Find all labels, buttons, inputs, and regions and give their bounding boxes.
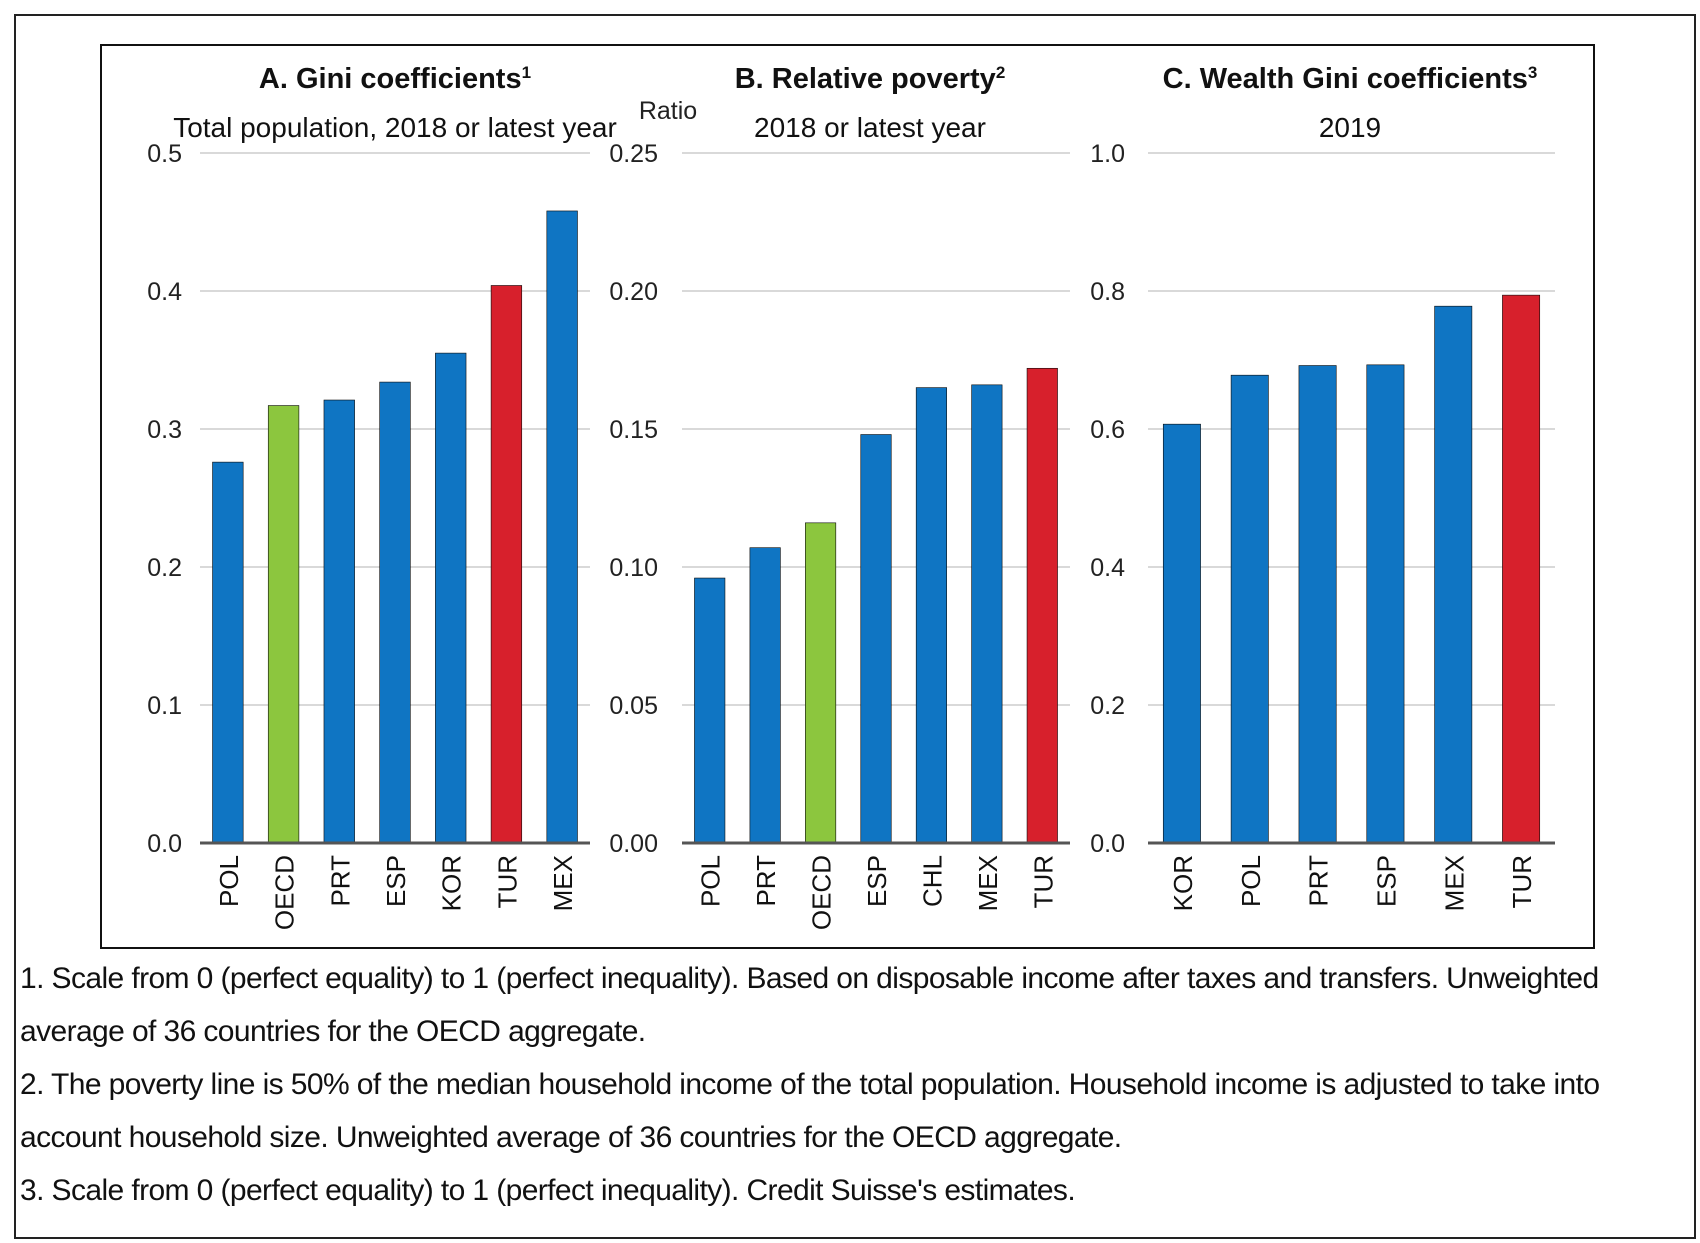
x-category-label: CHL bbox=[917, 855, 947, 907]
bar-pol bbox=[694, 577, 726, 844]
y-tick-label: 0.1 bbox=[147, 692, 182, 720]
x-category-label: POL bbox=[214, 855, 244, 907]
panel-b: 0.00 0.05 0.10 0.15 0.20 0.25 POL PRT OECD ESP CHL… bbox=[609, 63, 1070, 930]
bar-tur bbox=[1026, 367, 1058, 844]
x-category-label: KOR bbox=[1168, 855, 1198, 911]
footnote-1: 1. Scale from 0 (perfect equality) to 1 … bbox=[20, 962, 1599, 1048]
bar-prt bbox=[323, 399, 355, 844]
bar-mex bbox=[1434, 305, 1473, 844]
outer-frame bbox=[14, 14, 1696, 1239]
y-tick-label: 0.0 bbox=[1090, 830, 1125, 858]
y-unit-label: Ratio bbox=[639, 97, 697, 125]
footnote-marker: 2 bbox=[996, 63, 1005, 82]
footnotes: 1. Scale from 0 (perfect equality) to 1 … bbox=[20, 952, 1680, 1217]
bar-pol bbox=[212, 461, 244, 844]
bar-oecd bbox=[805, 522, 837, 844]
panel-subtitle: Total population, 2018 or latest year bbox=[173, 112, 617, 143]
x-category-label: MEX bbox=[1439, 855, 1469, 911]
bar-oecd bbox=[267, 405, 300, 844]
x-category-label: ESP bbox=[381, 855, 411, 907]
y-tick-label: 0.15 bbox=[609, 416, 658, 444]
y-tick-label: 0.5 bbox=[147, 140, 182, 168]
footnote-marker: 1 bbox=[522, 63, 531, 82]
x-category-label: ESP bbox=[1371, 855, 1401, 907]
panel-subtitle: 2019 bbox=[1319, 112, 1381, 143]
x-category-label: POL bbox=[1236, 855, 1266, 907]
y-tick-label: 0.10 bbox=[609, 554, 658, 582]
y-tick-label: 1.0 bbox=[1090, 140, 1125, 168]
y-tick-label: 0.25 bbox=[609, 140, 658, 168]
y-tick-label: 0.8 bbox=[1090, 278, 1125, 306]
bar-mex bbox=[546, 210, 578, 844]
x-category-label: PRT bbox=[751, 855, 781, 907]
y-tick-label: 0.20 bbox=[609, 278, 658, 306]
y-tick-label: 0.2 bbox=[1090, 692, 1125, 720]
x-category-label: ESP bbox=[862, 855, 892, 907]
y-tick-label: 0.4 bbox=[1090, 554, 1125, 582]
panel-title-text: C. Wealth Gini coefficients bbox=[1163, 63, 1528, 95]
x-category-label: MEX bbox=[973, 855, 1003, 911]
bar-prt bbox=[749, 547, 781, 844]
x-category-label: OECD bbox=[270, 855, 300, 930]
x-category-label: TUR bbox=[1028, 855, 1058, 908]
panel-title: A. Gini coefficients1 bbox=[259, 63, 531, 95]
y-tick-label: 0.05 bbox=[609, 692, 658, 720]
panel-title: B. Relative poverty2 bbox=[735, 63, 1006, 95]
bar-tur bbox=[490, 285, 523, 844]
bar-kor bbox=[1162, 423, 1201, 844]
bar-chl bbox=[915, 387, 947, 844]
y-tick-label: 0.4 bbox=[147, 278, 182, 306]
bar-pol bbox=[1230, 374, 1269, 844]
panel-title: C. Wealth Gini coefficients3 bbox=[1163, 63, 1538, 95]
x-category-label: TUR bbox=[1507, 855, 1537, 908]
x-category-label: OECD bbox=[807, 855, 837, 930]
x-category-label: MEX bbox=[548, 855, 578, 911]
y-tick-label: 0.6 bbox=[1090, 416, 1125, 444]
panel-title-text: A. Gini coefficients bbox=[259, 63, 522, 95]
bar-mex bbox=[971, 384, 1003, 844]
panel-a: 0.0 0.1 0.2 0.3 0.4 0.5 POL OECD PRT ESP KOR TUR MEX… bbox=[147, 63, 617, 930]
y-tick-label: 0.00 bbox=[609, 830, 658, 858]
bar-prt bbox=[1298, 365, 1337, 844]
y-tick-label: 0.0 bbox=[147, 830, 182, 858]
x-category-label: PRT bbox=[325, 855, 355, 907]
y-tick-label: 0.3 bbox=[147, 416, 182, 444]
panel-c: 0.0 0.2 0.4 0.6 0.8 1.0 KOR POL PRT ESP MEX TUR C. W… bbox=[1090, 63, 1555, 911]
y-tick-label: 0.2 bbox=[147, 554, 182, 582]
x-category-label: KOR bbox=[437, 855, 467, 911]
bar-kor bbox=[435, 352, 467, 844]
panel-subtitle: 2018 or latest year bbox=[754, 112, 986, 143]
bar-tur bbox=[1502, 294, 1541, 844]
footnote-marker: 3 bbox=[1528, 63, 1537, 82]
footnote-2: 2. The poverty line is 50% of the median… bbox=[20, 1068, 1600, 1154]
bar-esp bbox=[379, 381, 411, 844]
x-category-label: TUR bbox=[492, 855, 522, 908]
chart-frame bbox=[100, 44, 1595, 949]
bar-esp bbox=[860, 434, 892, 844]
bar-esp bbox=[1366, 364, 1405, 844]
footnote-3: 3. Scale from 0 (perfect equality) to 1 … bbox=[20, 1174, 1076, 1207]
x-category-label: PRT bbox=[1304, 855, 1334, 907]
panel-title-text: B. Relative poverty bbox=[735, 63, 996, 95]
x-category-label: POL bbox=[696, 855, 726, 907]
